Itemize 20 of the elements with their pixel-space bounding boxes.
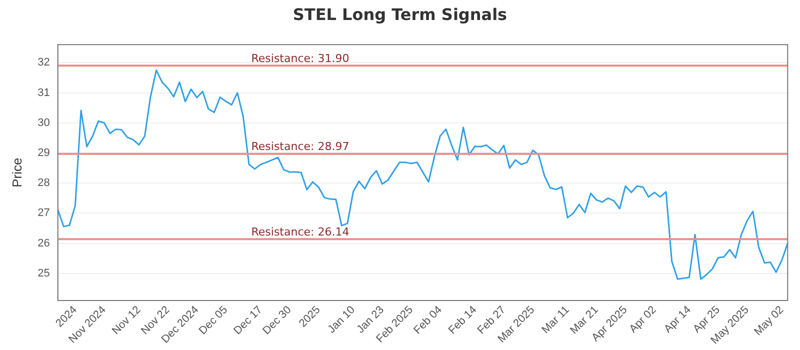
- y-tick-label: 28: [38, 177, 50, 190]
- y-axis-title: Price: [9, 158, 24, 188]
- x-tick-label: Apr 02: [627, 304, 659, 336]
- x-tick-label: Dec 30: [260, 304, 294, 338]
- ref-line-label: Resistance: 28.97: [251, 140, 350, 154]
- y-tick-label: 29: [38, 147, 50, 160]
- chart-title: STEL Long Term Signals: [292, 4, 508, 26]
- y-tick-label: 32: [38, 56, 50, 69]
- y-tick-label: 31: [38, 86, 50, 99]
- x-tick-label: Feb 04: [412, 304, 444, 337]
- y-tick-label: 26: [38, 237, 50, 250]
- x-tick-label: Dec 05: [196, 304, 230, 338]
- x-tick-label: May 02: [752, 304, 786, 338]
- y-tick-label: 25: [38, 267, 50, 280]
- ref-line-label: Resistance: 31.90: [251, 52, 350, 66]
- y-tick-label: 30: [38, 116, 50, 129]
- ref-line-label: Resistance: 26.14: [251, 225, 350, 238]
- x-tick-label: Jan 10: [326, 304, 358, 336]
- y-tick-label: 27: [38, 207, 50, 220]
- x-tick-label: Apr 14: [662, 304, 694, 336]
